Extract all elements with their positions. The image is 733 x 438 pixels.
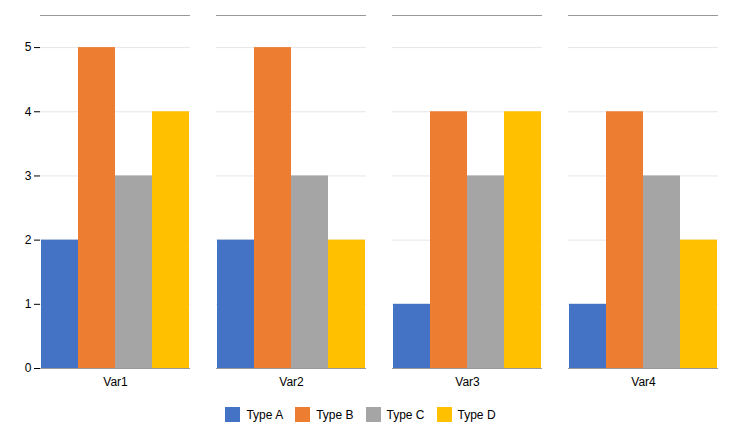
svg-text:5: 5	[25, 40, 32, 54]
svg-text:1: 1	[25, 297, 32, 311]
svg-text:2: 2	[25, 233, 32, 247]
svg-text:4: 4	[25, 105, 32, 119]
svg-text:Var1: Var1	[103, 375, 128, 389]
svg-text:Var3: Var3	[455, 375, 480, 389]
html-text:Type A: Type A	[246, 407, 284, 422]
svg-text:3: 3	[25, 169, 32, 183]
svg-text:0: 0	[25, 361, 32, 375]
html-text:Type B: Type B	[316, 407, 354, 422]
html-text:Type D: Type D	[457, 407, 496, 422]
svg-text:Var2: Var2	[279, 375, 304, 389]
html-text:Type C: Type C	[386, 407, 425, 422]
svg-text:Var4: Var4	[631, 375, 656, 389]
